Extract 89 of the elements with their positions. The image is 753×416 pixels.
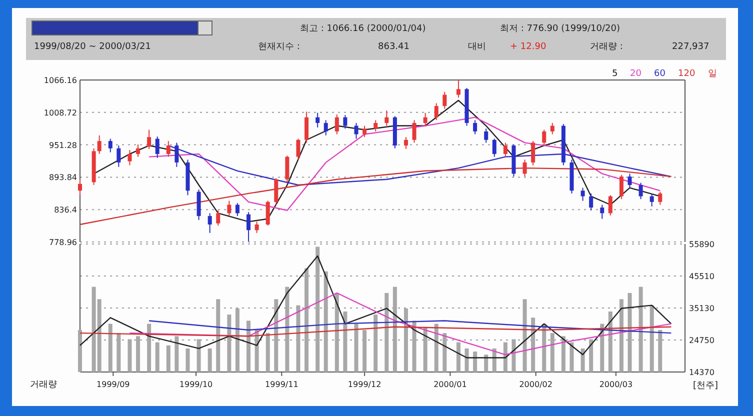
candlestick (128, 150, 132, 166)
text: 120 (678, 69, 696, 79)
candlestick (155, 136, 160, 158)
candlestick (600, 204, 604, 220)
x-tick-label: 2000/02 (519, 380, 552, 389)
candlestick (334, 114, 339, 135)
y-tick-label: 836.4 (54, 206, 77, 215)
candlestick (374, 120, 378, 132)
candlestick (531, 140, 536, 166)
text: 1999/08/20 ~ 2000/03/21 (34, 42, 152, 52)
candlestick (550, 122, 554, 135)
candlestick (266, 200, 270, 226)
candlestick (650, 192, 654, 207)
text: 현재지수 : (258, 42, 300, 52)
text: 863.41 (378, 42, 410, 52)
candlestick (442, 91, 447, 110)
candlestick (456, 80, 460, 98)
text: 5 (612, 69, 618, 79)
candlestick (116, 145, 121, 168)
y-tick-label: 55890 (689, 240, 714, 249)
candlestick (638, 182, 643, 200)
candlestick (304, 111, 309, 144)
x-tick-label: 2000/03 (599, 380, 633, 389)
line-series (129, 292, 672, 356)
text: 227,937 (672, 42, 710, 52)
candlestick (658, 191, 662, 206)
candlestick (589, 192, 594, 211)
y-tick-label: 778.96 (49, 238, 77, 247)
candlestick (362, 125, 367, 138)
line-series (79, 255, 672, 358)
candlestick (78, 178, 82, 196)
candlestick (608, 194, 612, 216)
line-series (79, 326, 672, 337)
candlestick (316, 112, 320, 128)
candlestick (404, 136, 408, 150)
candlestick (343, 114, 348, 130)
y-tick-label: 35130 (689, 304, 714, 313)
candlestick (285, 155, 290, 183)
candlestick (522, 159, 527, 178)
candlestick (473, 120, 478, 135)
x-tick-label: 1999/09 (96, 380, 130, 389)
x-tick-label: 1999/10 (179, 380, 213, 389)
candlestick (423, 112, 428, 126)
y-axis-title: 거래량 (30, 380, 57, 390)
candlestick (227, 200, 232, 216)
text: 대비 (468, 42, 486, 52)
candlestick (216, 210, 220, 226)
candlestick (108, 138, 112, 153)
candlestick (542, 129, 546, 146)
candlestick (296, 138, 300, 160)
y-tick-label: 45510 (689, 272, 714, 281)
candlestick (246, 212, 251, 242)
candlestick (235, 202, 240, 217)
candlestick (619, 174, 624, 200)
x-tick-label: 1999/12 (348, 380, 382, 389)
text: 20 (630, 69, 642, 79)
y-tick-label: 951.28 (49, 140, 77, 150)
text: [천주] (693, 381, 718, 391)
text: + 12.90 (510, 42, 546, 52)
candlestick (412, 120, 416, 144)
candlestick (324, 120, 328, 136)
y-tick-label: 14370 (689, 368, 714, 377)
candlestick (147, 129, 152, 150)
legend-title: 일 (708, 69, 717, 79)
line-series (148, 320, 672, 334)
candlestick (208, 212, 212, 234)
candlestick (384, 110, 389, 126)
y-tick-label: 1066.16 (44, 76, 77, 85)
y-tick-label: 1008.72 (44, 108, 77, 118)
candlestick (580, 187, 585, 202)
candlestick (274, 178, 278, 206)
text: 최저 : 776.90 (1999/10/20) (500, 24, 620, 34)
y-tick-label: 893.84 (49, 173, 77, 182)
candlestick (97, 134, 102, 154)
candlestick (503, 142, 508, 158)
y-tick-label: 24750 (689, 336, 714, 345)
text: 거래량 : (590, 42, 623, 52)
candlestick (484, 128, 488, 144)
candlestick (254, 221, 259, 234)
candlestick (166, 140, 170, 158)
x-tick-label: 2000/01 (434, 380, 467, 389)
candlestick (136, 144, 140, 158)
text: 60 (654, 69, 666, 79)
candlestick (628, 173, 632, 188)
text: 최고 : 1066.16 (2000/01/04) (300, 24, 426, 34)
line-series (148, 116, 661, 211)
candlestick (354, 122, 358, 140)
candlestick (434, 102, 438, 121)
x-tick-label: 1999/11 (265, 380, 298, 389)
